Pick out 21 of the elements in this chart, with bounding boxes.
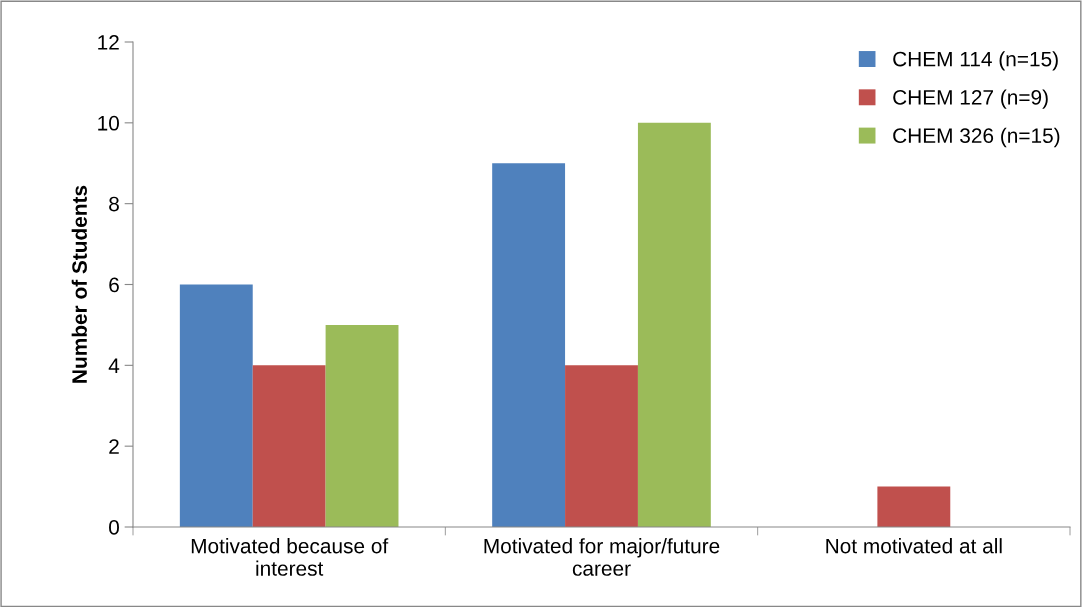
x-tick-label: Not motivated at all — [826, 538, 1002, 554]
y-tick-label: 6 — [109, 277, 119, 293]
y-tick-label: 0 — [109, 520, 119, 535]
y-tick-label: 12 — [98, 35, 119, 50]
bar — [565, 365, 638, 527]
bar — [877, 486, 951, 527]
bar — [252, 365, 326, 527]
y-tick-label: 4 — [108, 358, 120, 373]
bar — [637, 122, 711, 527]
x-tick-label: Motivated because of interest — [191, 538, 389, 576]
legend-label: CHEM 114 (n=15) — [893, 51, 1058, 71]
y-tick-label: 2 — [109, 439, 119, 454]
x-tick-label: Motivated for major/future career — [484, 538, 720, 576]
bar — [325, 324, 399, 527]
bar — [179, 284, 253, 527]
bar — [492, 163, 566, 527]
legend-label: CHEM 127 (n=9) — [893, 89, 1048, 109]
y-tick-label: 8 — [109, 196, 119, 212]
y-tick-label: 10 — [98, 115, 119, 131]
legend-label: CHEM 326 (n=15) — [893, 127, 1060, 148]
y-axis-title: Number of Students — [71, 185, 87, 383]
